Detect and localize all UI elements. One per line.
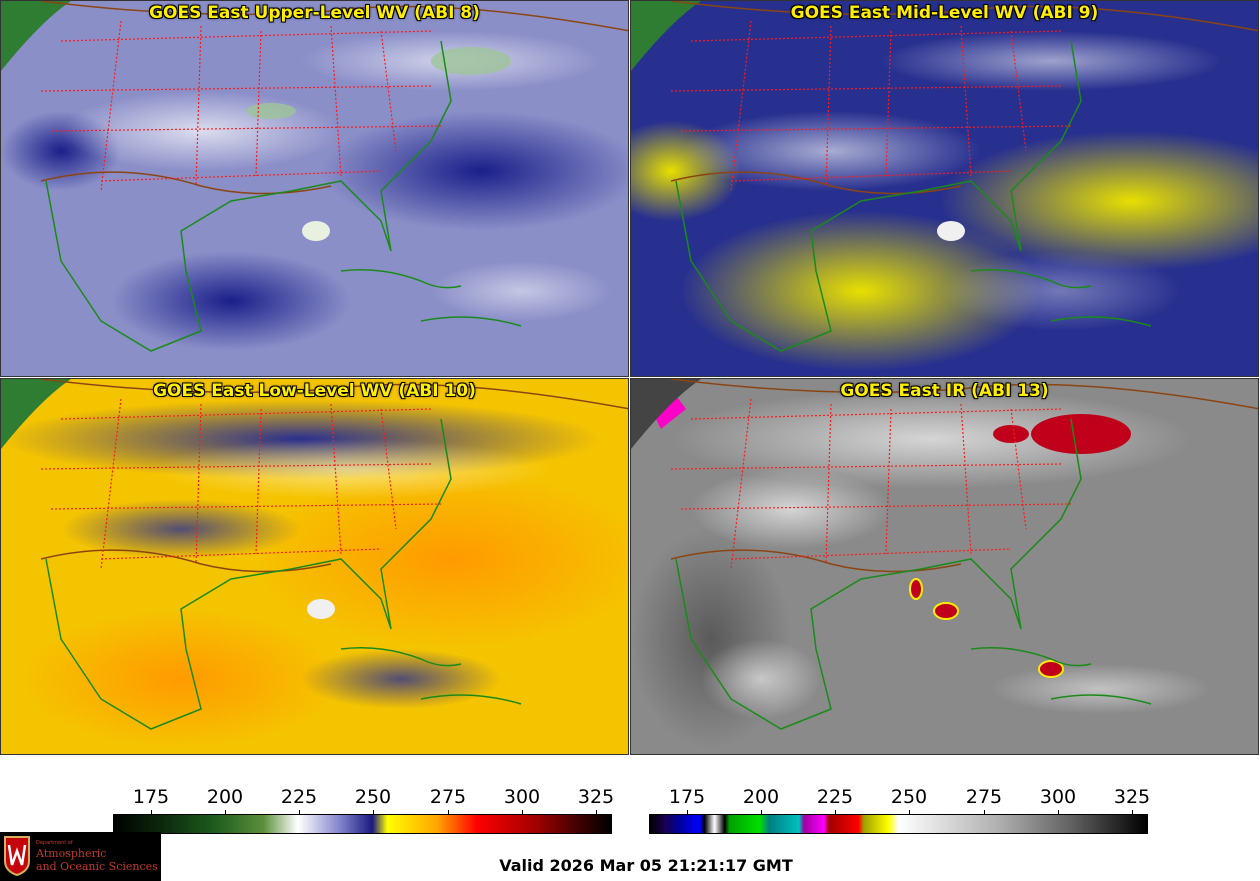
wv-color-scale	[113, 814, 612, 834]
ir-tick-label: 175	[668, 786, 706, 808]
ir-tick-label: 200	[742, 786, 780, 808]
wv-tick-label: 275	[429, 786, 467, 808]
tick-mark	[687, 810, 688, 815]
mid-level-wv-image	[631, 1, 1258, 376]
panel-title: GOES East Mid-Level WV (ABI 9)	[790, 3, 1099, 23]
tick-mark	[373, 810, 374, 815]
ir-panel: GOES East IR (ABI 13)	[630, 378, 1259, 755]
low-level-wv-panel: GOES East Low-Level WV (ABI 10)	[0, 378, 629, 755]
tick-mark	[1132, 810, 1133, 815]
wv-tick-label: 325	[577, 786, 615, 808]
ir-tick-label: 250	[890, 786, 928, 808]
wv-tick-label: 200	[206, 786, 244, 808]
wv-colorbar: 175 200 225 250 275 300 325	[113, 786, 615, 834]
ir-colorbar: 175 200 225 250 275 300 325	[649, 786, 1151, 834]
ir-tick-label: 225	[816, 786, 854, 808]
wv-tick-label: 175	[132, 786, 170, 808]
mid-level-wv-panel: GOES East Mid-Level WV (ABI 9)	[630, 0, 1259, 377]
tick-mark	[835, 810, 836, 815]
wv-tick-label: 250	[354, 786, 392, 808]
panel-title: GOES East Upper-Level WV (ABI 8)	[149, 3, 480, 23]
tick-mark	[522, 810, 523, 815]
tick-mark	[151, 810, 152, 815]
ir-color-scale	[649, 814, 1148, 834]
ir-tick-label: 300	[1039, 786, 1077, 808]
panel-title: GOES East IR (ABI 13)	[840, 381, 1049, 401]
low-level-wv-image	[1, 379, 628, 754]
wv-tick-label: 300	[503, 786, 541, 808]
tick-mark	[1058, 810, 1059, 815]
wv-tick-label: 225	[280, 786, 318, 808]
logo-line2: and Oceanic Sciences	[36, 860, 158, 873]
upper-level-wv-panel: GOES East Upper-Level WV (ABI 8)	[0, 0, 629, 377]
ir-tick-label: 325	[1113, 786, 1151, 808]
tick-mark	[225, 810, 226, 815]
valid-time: Valid 2026 Mar 05 21:21:17 GMT	[499, 856, 793, 875]
tick-mark	[596, 810, 597, 815]
wv-colorbar-ticks: 175 200 225 250 275 300 325	[113, 786, 615, 815]
ir-image	[631, 379, 1258, 754]
tick-mark	[984, 810, 985, 815]
tick-mark	[448, 810, 449, 815]
uw-crest-icon	[4, 836, 30, 877]
aos-logo: Department of Atmospheric and Oceanic Sc…	[0, 832, 161, 881]
upper-level-wv-image	[1, 1, 628, 376]
tick-mark	[299, 810, 300, 815]
logo-dept: Department of	[36, 840, 73, 846]
ir-colorbar-ticks: 175 200 225 250 275 300 325	[649, 786, 1151, 815]
logo-line1: Atmospheric	[36, 847, 107, 860]
ir-tick-label: 275	[965, 786, 1003, 808]
tick-mark	[761, 810, 762, 815]
tick-mark	[909, 810, 910, 815]
panel-title: GOES East Low-Level WV (ABI 10)	[153, 381, 476, 401]
